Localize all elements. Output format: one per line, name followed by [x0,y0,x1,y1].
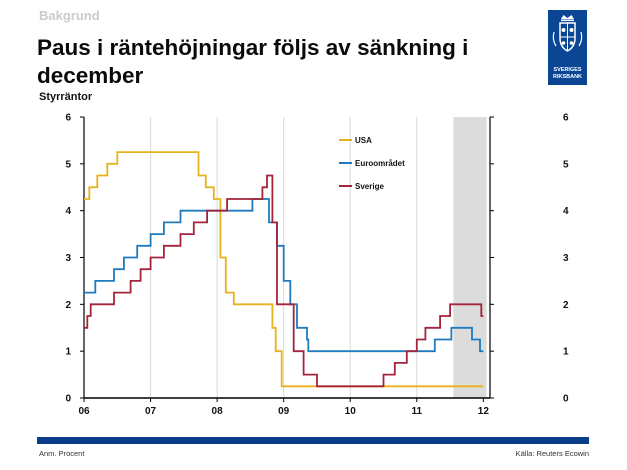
riksbank-logo: SVERIGES RIKSBANK [548,10,587,85]
series-lines [84,151,484,388]
page-title: Paus i räntehöjningar följs av sänkning … [37,35,469,88]
plot-frame [83,117,491,399]
legend-label: Sverige [355,182,384,191]
legend-label: Euroområdet [355,159,405,168]
shaded-forecast-region [453,117,487,398]
footer-note: Anm. Procent [39,449,85,458]
x-tick-label: 08 [212,406,224,417]
y-tick-label-left: 0 [65,394,71,405]
logo-line-1: SVERIGES [553,67,582,73]
series-line-usa [84,151,484,388]
y-tick-label-left: 4 [65,206,71,217]
y-tick-label-right: 1 [563,347,569,358]
legend: USA Euroområdet Sverige [339,136,405,191]
chart-subtitle: Styrräntor [39,91,93,103]
x-tick-label: 07 [145,406,157,417]
section-kicker: Bakgrund [39,8,100,23]
y-tick-label-right: 5 [563,159,569,170]
series-line-sverige [84,174,484,388]
crest-icon [552,15,583,52]
footer-source: Källa: Reuters Ecowin [515,449,589,458]
x-tick-label: 06 [78,406,90,417]
x-tick-label: 09 [278,406,290,417]
y-tick-label-right: 4 [563,206,569,217]
x-tick-label: 12 [478,406,490,417]
axis-ticks: 0 01 12 23 34 45 56 606 07 08 09 10 11 12 [65,113,569,418]
y-tick-label-right: 0 [563,394,569,405]
logo-line-2: RIKSBANK [552,73,583,80]
x-tick-label: 10 [345,406,357,417]
y-tick-label-right: 6 [563,113,569,124]
y-tick-label-right: 2 [563,300,569,311]
y-tick-label-left: 3 [65,253,71,264]
riksbank-logo-text: SVERIGES RIKSBANK [548,67,587,80]
y-tick-label-right: 3 [563,253,569,264]
y-tick-label-left: 1 [65,347,71,358]
y-tick-label-left: 2 [65,300,71,311]
x-tick-label: 11 [411,406,422,417]
y-tick-label-left: 6 [65,113,71,124]
gridlines [150,117,484,398]
y-tick-label-left: 5 [65,159,71,170]
legend-label: USA [355,136,372,145]
footer-bar [37,437,589,444]
